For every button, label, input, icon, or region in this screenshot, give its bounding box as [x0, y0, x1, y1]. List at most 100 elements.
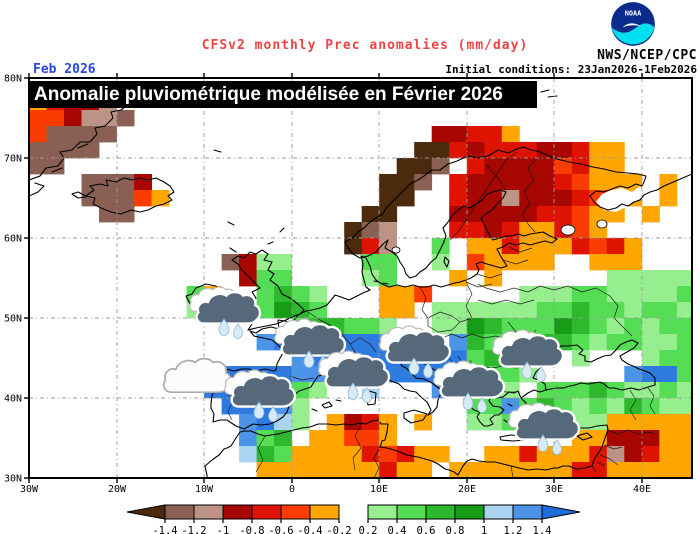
- anomaly-cell: [571, 142, 590, 159]
- anomaly-cell: [554, 318, 573, 335]
- anomaly-cell: [501, 302, 520, 319]
- anomaly-cell: [361, 318, 380, 335]
- anomaly-cell: [379, 286, 398, 303]
- anomaly-cell: [676, 462, 691, 477]
- anomaly-cell: [291, 446, 310, 463]
- anomaly-cell: [239, 254, 258, 271]
- anomaly-cell: [46, 126, 65, 143]
- anomaly-cell: [571, 398, 590, 415]
- forecast-date-label: Feb 2026: [33, 62, 96, 77]
- anomaly-cell: [379, 174, 398, 191]
- anomaly-cell: [151, 190, 170, 207]
- anomaly-cell: [414, 414, 433, 431]
- anomaly-cell: [554, 190, 573, 207]
- anomaly-cell: [484, 254, 503, 271]
- anomaly-cell: [606, 382, 625, 399]
- anomaly-cell: [239, 270, 258, 287]
- anomaly-cell: [361, 238, 380, 255]
- anomaly-cell: [501, 126, 520, 143]
- anomaly-cell: [676, 398, 691, 415]
- anomaly-cell: [501, 174, 520, 191]
- colorbar-segment: [222, 504, 253, 520]
- anomaly-cell: [589, 382, 608, 399]
- anomaly-cell: [519, 158, 538, 175]
- colorbar-arrow-right: [541, 504, 581, 520]
- anomaly-cell: [414, 446, 433, 463]
- anomaly-cell: [466, 126, 485, 143]
- anomaly-cell: [99, 126, 117, 143]
- colorbar-segment: [251, 504, 282, 520]
- raindrop-icon: [233, 323, 243, 340]
- anomaly-cell: [676, 366, 691, 383]
- anomaly-cell: [589, 206, 608, 223]
- anomaly-cell: [256, 446, 275, 463]
- anomaly-cell: [291, 302, 310, 319]
- anomaly-cell: [344, 462, 363, 477]
- anomaly-cell: [676, 286, 691, 303]
- anomaly-cell: [291, 286, 310, 303]
- anomaly-cell: [641, 302, 660, 319]
- anomaly-cell: [624, 254, 643, 271]
- anomaly-cell: [256, 430, 275, 447]
- lon-tick-label: 30E: [545, 484, 563, 495]
- french-caption-banner: Anomalie pluviométrique modélisée en Fév…: [29, 81, 537, 108]
- colorbar-tick-label: 1: [481, 525, 487, 534]
- anomaly-cell: [379, 270, 398, 287]
- anomaly-cell: [30, 142, 47, 159]
- anomaly-cell: [484, 446, 503, 463]
- anomaly-cell: [589, 446, 608, 463]
- anomaly-cell: [641, 462, 660, 477]
- lon-tick-label: 40E: [633, 484, 651, 495]
- anomaly-cell: [309, 446, 328, 463]
- anomaly-cell: [291, 462, 310, 477]
- anomaly-cell: [554, 206, 573, 223]
- anomaly-cell: [641, 382, 660, 399]
- anomaly-cell: [46, 142, 65, 159]
- anomaly-cell: [641, 206, 660, 223]
- colorbar-tick-label: -0.2: [326, 525, 351, 534]
- colorbar-segment: [193, 504, 224, 520]
- anomaly-cell: [536, 222, 555, 239]
- anomaly-cell: [641, 414, 660, 431]
- anomaly-cell: [501, 366, 520, 383]
- anomaly-cell: [484, 142, 503, 159]
- anomaly-cell: [134, 174, 153, 191]
- anomaly-cell: [449, 174, 468, 191]
- anomaly-cell: [396, 462, 415, 477]
- anomaly-cell: [659, 174, 678, 191]
- colorbar-segment: [280, 504, 311, 520]
- colorbar-segment: [164, 504, 195, 520]
- anomaly-cell: [274, 254, 293, 271]
- anomaly-cell: [326, 414, 345, 431]
- anomaly-cell: [676, 446, 691, 463]
- anomaly-cell: [449, 206, 468, 223]
- anomaly-cell: [676, 318, 691, 335]
- anomaly-cell: [589, 430, 608, 447]
- seagull-icon: [622, 23, 642, 28]
- anomaly-cell: [571, 222, 590, 239]
- anomaly-cell: [659, 286, 678, 303]
- anomaly-cell: [641, 446, 660, 463]
- anomaly-cell: [676, 334, 691, 351]
- anomaly-cell: [396, 190, 415, 207]
- anomaly-cell: [466, 238, 485, 255]
- anomaly-cell: [571, 190, 590, 207]
- anomaly-cell: [624, 286, 643, 303]
- anomaly-cell: [571, 174, 590, 191]
- anomaly-cell: [536, 318, 555, 335]
- anomaly-cell: [466, 462, 485, 477]
- lat-tick-label: 80N: [4, 74, 22, 85]
- anomaly-cell: [81, 110, 100, 127]
- anomaly-cell: [379, 190, 398, 207]
- lat-tick-label: 70N: [4, 154, 22, 165]
- anomaly-cell: [641, 350, 660, 367]
- colorbar-segment: [454, 504, 485, 520]
- colorbar-tick-label: -1.4: [152, 525, 177, 534]
- colorbar-tick-label: 0.8: [446, 525, 465, 534]
- anomaly-cell: [466, 222, 485, 239]
- anomaly-cell: [361, 334, 380, 351]
- anomaly-cell: [361, 222, 380, 239]
- anomaly-cell: [536, 158, 555, 175]
- colorbar-segment: [396, 504, 427, 520]
